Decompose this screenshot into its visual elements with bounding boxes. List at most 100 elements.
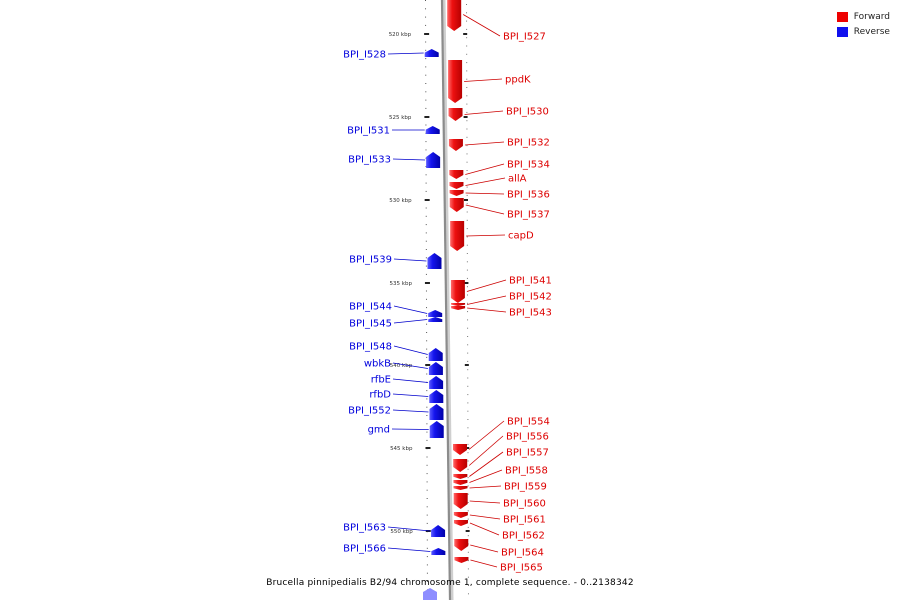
ruler-dot <box>425 240 427 242</box>
gene-capd-arrow[interactable] <box>450 221 465 251</box>
tick-mark-right <box>463 33 468 35</box>
ruler-dot-right <box>467 477 469 479</box>
gene-label[interactable]: BPI_I560 <box>503 499 546 510</box>
ruler-dot-right <box>467 551 469 553</box>
gene-gmd-arrow[interactable] <box>429 421 444 438</box>
gene-bpi-i554-arrow[interactable] <box>452 444 467 455</box>
tick-mark-right <box>464 364 469 366</box>
gene-label[interactable]: BPI_I556 <box>506 432 549 443</box>
gene-connector <box>392 362 428 369</box>
gene-label[interactable]: BPI_I566 <box>343 544 386 555</box>
gene-label[interactable]: BPI_I554 <box>507 417 550 428</box>
gene-bpi-i558-arrow[interactable] <box>453 480 468 485</box>
gene-label[interactable]: ppdK <box>505 75 531 86</box>
gene-label[interactable]: rfbE <box>371 375 391 386</box>
gene-bpi-i566-arrow[interactable] <box>431 548 446 555</box>
gene-bpi-i556-arrow[interactable] <box>453 459 468 472</box>
gene-bpi-i528-arrow[interactable] <box>424 49 439 57</box>
gene-label[interactable]: BPI_I564 <box>501 548 544 559</box>
gene-label[interactable]: BPI_I562 <box>502 531 545 542</box>
ruler-dot <box>426 481 428 483</box>
gene-label[interactable]: BPI_I539 <box>349 255 392 266</box>
gene-connector <box>469 469 503 483</box>
gene-ppdk-arrow[interactable] <box>448 60 463 103</box>
ruler-dot-right <box>466 136 468 138</box>
gene-bpi-i542-arrow[interactable] <box>451 303 466 306</box>
gene-label[interactable]: BPI_I557 <box>506 448 549 459</box>
gene-label[interactable]: BPI_I544 <box>349 302 392 313</box>
gene-label[interactable]: BPI_I558 <box>505 466 548 477</box>
gene-label[interactable]: BPI_I533 <box>348 155 391 166</box>
gene-rfbd-arrow[interactable] <box>429 390 444 403</box>
tick-mark-right <box>465 530 470 532</box>
gene-bpi-i539-arrow[interactable] <box>427 253 442 269</box>
ruler-dot-right <box>467 585 469 586</box>
gene-label[interactable]: BPI_I536 <box>507 190 550 201</box>
ruler-dot <box>426 323 428 325</box>
gene-connector <box>465 192 505 195</box>
gene-label[interactable]: BPI_I552 <box>348 406 391 417</box>
gene-label[interactable]: allA <box>508 174 527 185</box>
gene-bpi-i533-arrow[interactable] <box>426 152 441 168</box>
gene-label[interactable]: BPI_I565 <box>500 563 543 574</box>
ruler-dot <box>425 149 427 151</box>
gene-label[interactable]: rfbD <box>369 390 391 401</box>
ruler-dot <box>425 157 427 159</box>
ruler-dot-right <box>466 45 468 47</box>
gene-label[interactable]: BPI_I527 <box>503 32 546 43</box>
gene-bpi-i527-arrow[interactable] <box>447 0 462 31</box>
gene-bpi-i537-arrow[interactable] <box>449 198 464 212</box>
gene-rfbe-arrow[interactable] <box>429 376 444 389</box>
gene-bpi-i541-arrow[interactable] <box>450 280 465 303</box>
gene-label[interactable]: BPI_I534 <box>507 160 550 171</box>
gene-bpi-i534-arrow[interactable] <box>449 170 464 179</box>
gene-bpi-i536-arrow[interactable] <box>449 190 464 196</box>
gene-wbkb-arrow[interactable] <box>428 362 443 375</box>
ruler-dot-right <box>467 526 469 528</box>
gene-label[interactable]: BPI_I548 <box>349 342 392 353</box>
gene-label[interactable]: BPI_I531 <box>347 126 390 137</box>
gene-label[interactable]: BPI_I559 <box>504 482 547 493</box>
gene-bpi-i564-arrow[interactable] <box>454 539 469 551</box>
gene-label[interactable]: BPI_I537 <box>507 210 550 221</box>
gene-bpi-i530-arrow[interactable] <box>448 108 463 121</box>
ruler-dot <box>426 398 428 400</box>
gene-label[interactable]: BPI_I530 <box>506 107 549 118</box>
gene-bpi-i548-arrow[interactable] <box>428 348 443 361</box>
ruler-dot <box>425 257 427 259</box>
gene-connector <box>387 52 424 55</box>
ruler-dot <box>425 124 427 126</box>
gene-bpi-i560-arrow[interactable] <box>453 493 468 509</box>
gene-bpi-i544-arrow[interactable] <box>428 310 443 317</box>
gene-label[interactable]: BPI_I532 <box>507 138 550 149</box>
gene-label[interactable]: BPI_I561 <box>503 515 546 526</box>
gene-bpi-i563-arrow[interactable] <box>431 525 446 537</box>
ruler-dot-right <box>467 576 469 578</box>
gene-bpi-i543-arrow[interactable] <box>451 306 466 310</box>
gene-bpi-i531-arrow[interactable] <box>425 126 440 134</box>
backbone-shadow <box>442 0 454 600</box>
gene-label[interactable]: BPI_I528 <box>343 50 386 61</box>
gene-bpi-i561-arrow[interactable] <box>453 512 468 518</box>
gene-label[interactable]: BPI_I541 <box>509 276 552 287</box>
gene-connector <box>387 547 431 552</box>
gene-alla-arrow[interactable] <box>449 182 464 189</box>
gene-label[interactable]: gmd <box>368 425 390 436</box>
gene-label[interactable]: capD <box>508 231 534 242</box>
gene-bpi-i545-arrow[interactable] <box>428 317 443 322</box>
gene-bpi-i552-arrow[interactable] <box>429 404 444 420</box>
gene-label[interactable]: BPI_I542 <box>509 292 552 303</box>
gene-label[interactable]: BPI_I563 <box>343 523 386 534</box>
gene-bpi-i532-arrow[interactable] <box>448 139 463 151</box>
gene-bpi-i559-arrow[interactable] <box>453 486 468 490</box>
gene-label[interactable]: wbkB <box>364 359 391 370</box>
gene-label[interactable]: BPI_I543 <box>509 308 552 319</box>
ruler-dot <box>425 265 427 267</box>
ruler-dot <box>426 564 428 566</box>
ruler-dot <box>426 315 428 317</box>
ruler-dot <box>425 290 427 292</box>
gene-bpi-i562-arrow[interactable] <box>453 520 468 526</box>
gene-label[interactable]: BPI_I545 <box>349 319 392 330</box>
gene-bpi-i557-arrow[interactable] <box>453 474 468 479</box>
gene-bpi-i565-arrow[interactable] <box>454 557 469 563</box>
